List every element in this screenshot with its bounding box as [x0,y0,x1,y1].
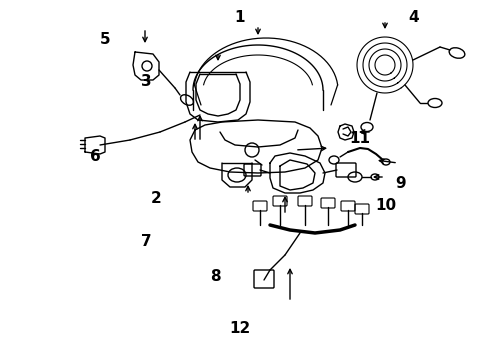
Text: 12: 12 [228,321,250,336]
Text: 4: 4 [407,10,418,25]
Text: 7: 7 [141,234,152,249]
Text: 11: 11 [348,131,369,146]
Text: 10: 10 [375,198,396,213]
Text: 5: 5 [100,32,110,47]
Text: 2: 2 [151,191,162,206]
Text: 6: 6 [90,149,101,164]
Text: 1: 1 [234,10,244,25]
Text: 3: 3 [141,73,152,89]
Text: 9: 9 [395,176,406,191]
Text: 8: 8 [209,269,220,284]
